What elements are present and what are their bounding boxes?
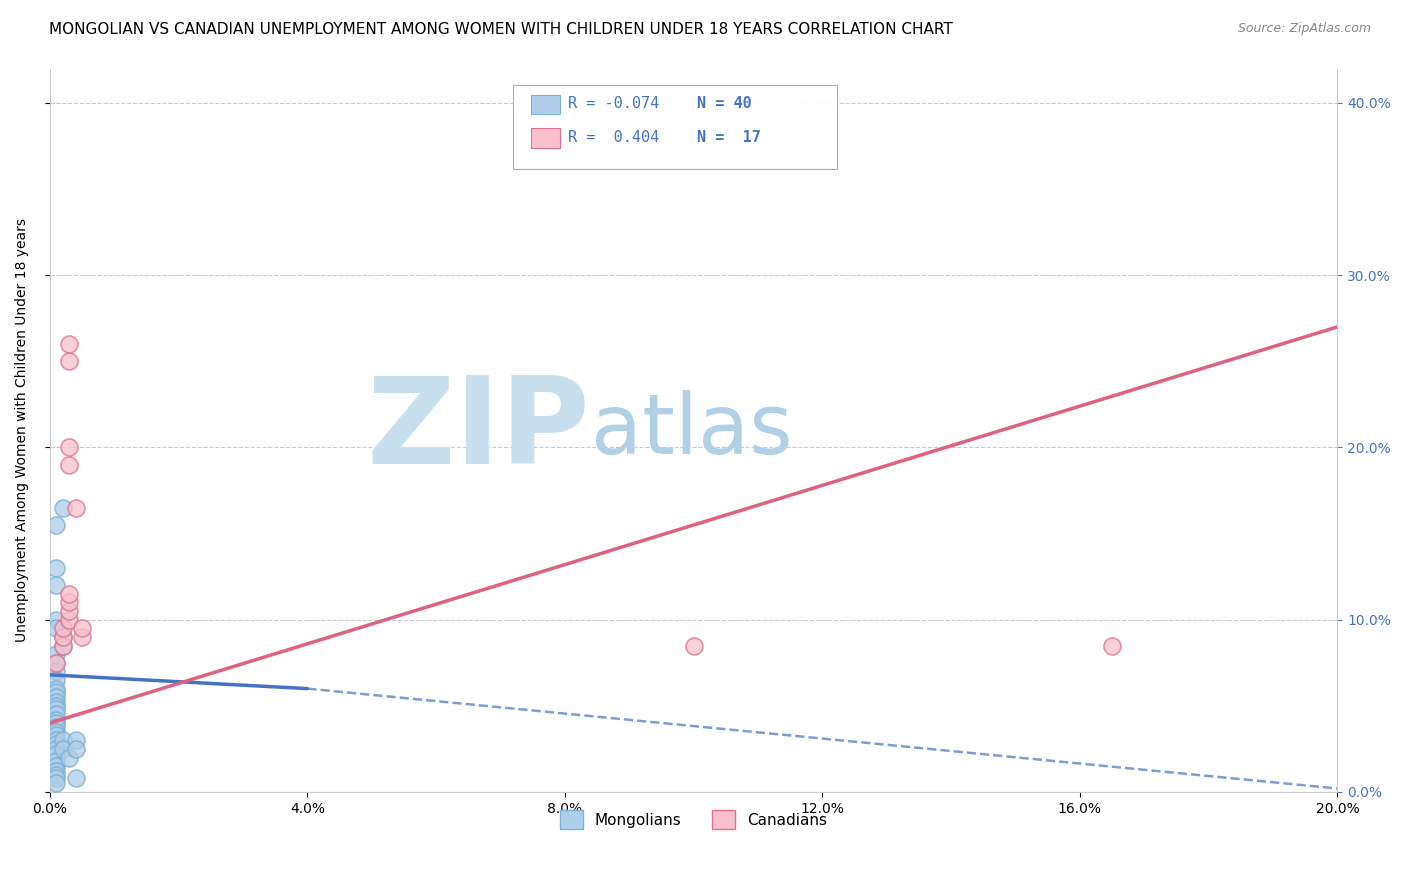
Text: Source: ZipAtlas.com: Source: ZipAtlas.com bbox=[1237, 22, 1371, 36]
Point bbox=[45, 733, 67, 747]
Point bbox=[65, 771, 87, 785]
Point bbox=[65, 733, 87, 747]
Point bbox=[58, 595, 80, 609]
Point bbox=[58, 604, 80, 618]
Point bbox=[45, 561, 67, 575]
Point bbox=[45, 613, 67, 627]
Point bbox=[45, 673, 67, 687]
Point bbox=[45, 768, 67, 782]
Point bbox=[45, 707, 67, 722]
Point bbox=[52, 630, 75, 644]
Text: atlas: atlas bbox=[591, 390, 793, 471]
Point bbox=[52, 639, 75, 653]
Text: ZIP: ZIP bbox=[367, 372, 591, 489]
Point bbox=[70, 621, 93, 635]
Point bbox=[45, 764, 67, 779]
Point bbox=[58, 750, 80, 764]
Point bbox=[52, 621, 75, 635]
Point bbox=[70, 630, 93, 644]
Point bbox=[52, 639, 75, 653]
Point bbox=[45, 771, 67, 785]
Point bbox=[52, 500, 75, 515]
Point bbox=[45, 742, 67, 756]
Point bbox=[45, 698, 67, 713]
Point bbox=[45, 713, 67, 727]
Point bbox=[45, 621, 67, 635]
Point bbox=[45, 702, 67, 716]
Point bbox=[45, 724, 67, 739]
Point bbox=[45, 759, 67, 773]
Point bbox=[45, 747, 67, 761]
Point bbox=[65, 500, 87, 515]
Point bbox=[45, 578, 67, 592]
Point bbox=[58, 337, 80, 351]
Text: R = -0.074: R = -0.074 bbox=[568, 96, 659, 111]
Legend: Mongolians, Canadians: Mongolians, Canadians bbox=[554, 804, 834, 835]
Point bbox=[58, 613, 80, 627]
Point bbox=[58, 441, 80, 455]
Y-axis label: Unemployment Among Women with Children Under 18 years: Unemployment Among Women with Children U… bbox=[15, 219, 30, 642]
Point bbox=[45, 518, 67, 533]
Point bbox=[45, 716, 67, 731]
Point bbox=[45, 719, 67, 733]
Point bbox=[45, 656, 67, 670]
Point bbox=[1101, 639, 1123, 653]
Point bbox=[58, 354, 80, 368]
Point bbox=[58, 458, 80, 472]
Text: R =  0.404: R = 0.404 bbox=[568, 130, 659, 145]
Point bbox=[52, 733, 75, 747]
Point bbox=[45, 685, 67, 699]
Point bbox=[682, 639, 704, 653]
Point bbox=[65, 742, 87, 756]
Text: N =  17: N = 17 bbox=[697, 130, 761, 145]
Point bbox=[45, 737, 67, 751]
Point bbox=[52, 630, 75, 644]
Text: N = 40: N = 40 bbox=[697, 96, 752, 111]
Point bbox=[52, 742, 75, 756]
Point bbox=[45, 647, 67, 661]
Point bbox=[45, 728, 67, 742]
Point bbox=[45, 776, 67, 790]
Text: MONGOLIAN VS CANADIAN UNEMPLOYMENT AMONG WOMEN WITH CHILDREN UNDER 18 YEARS CORR: MONGOLIAN VS CANADIAN UNEMPLOYMENT AMONG… bbox=[49, 22, 953, 37]
Point bbox=[45, 754, 67, 768]
Point bbox=[58, 587, 80, 601]
Point bbox=[45, 695, 67, 709]
Point bbox=[45, 681, 67, 696]
Point bbox=[45, 665, 67, 679]
Point bbox=[45, 656, 67, 670]
Point bbox=[45, 690, 67, 705]
